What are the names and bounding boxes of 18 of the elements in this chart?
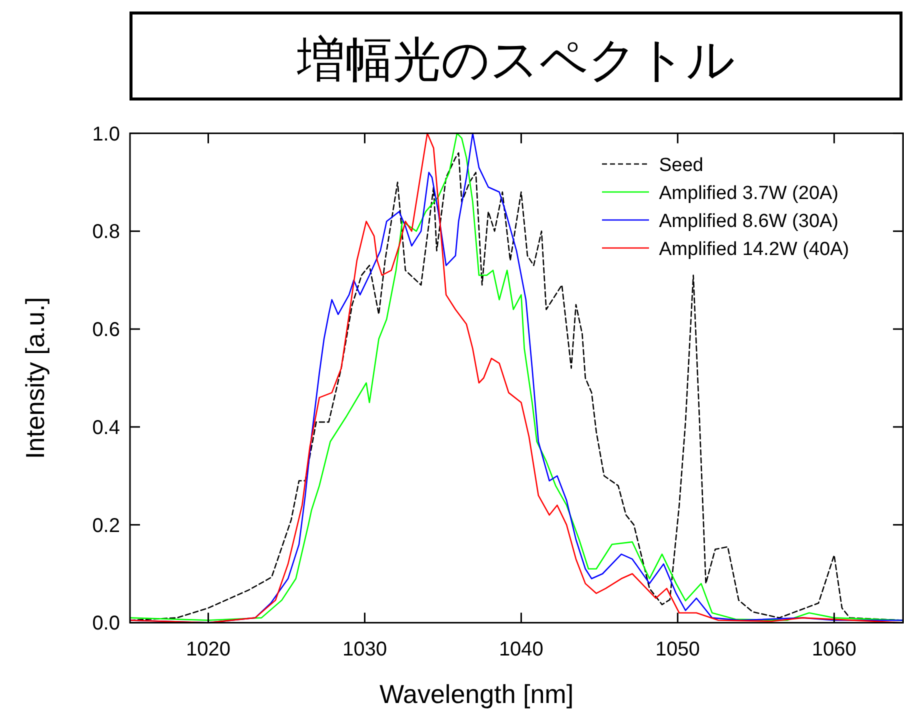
x-tick-label: 1030 xyxy=(342,638,387,661)
legend-label: Amplified 8.6W (30A) xyxy=(659,211,839,232)
y-tick-label: 0.0 xyxy=(92,612,120,635)
legend-label: Amplified 3.7W (20A) xyxy=(659,183,839,204)
chart-title: 増幅光のスペクトル xyxy=(296,34,735,87)
legend-label: Amplified 14.2W (40A) xyxy=(659,239,850,260)
y-tick-label: 0.2 xyxy=(92,514,120,537)
y-tick-label: 0.8 xyxy=(92,221,120,244)
x-tick-label: 1020 xyxy=(186,638,230,661)
legend-label: Seed xyxy=(659,155,704,176)
x-axis-title: Wavelength [nm] xyxy=(379,679,574,709)
x-tick-label: 1040 xyxy=(498,638,544,661)
y-tick-label: 1.0 xyxy=(92,123,120,146)
y-tick-label: 0.4 xyxy=(92,416,120,439)
y-axis-title: Intensity [a.u.] xyxy=(20,297,50,459)
x-tick-label: 1060 xyxy=(812,638,856,661)
y-tick-label: 0.6 xyxy=(92,319,120,342)
x-tick-label: 1050 xyxy=(655,638,700,661)
